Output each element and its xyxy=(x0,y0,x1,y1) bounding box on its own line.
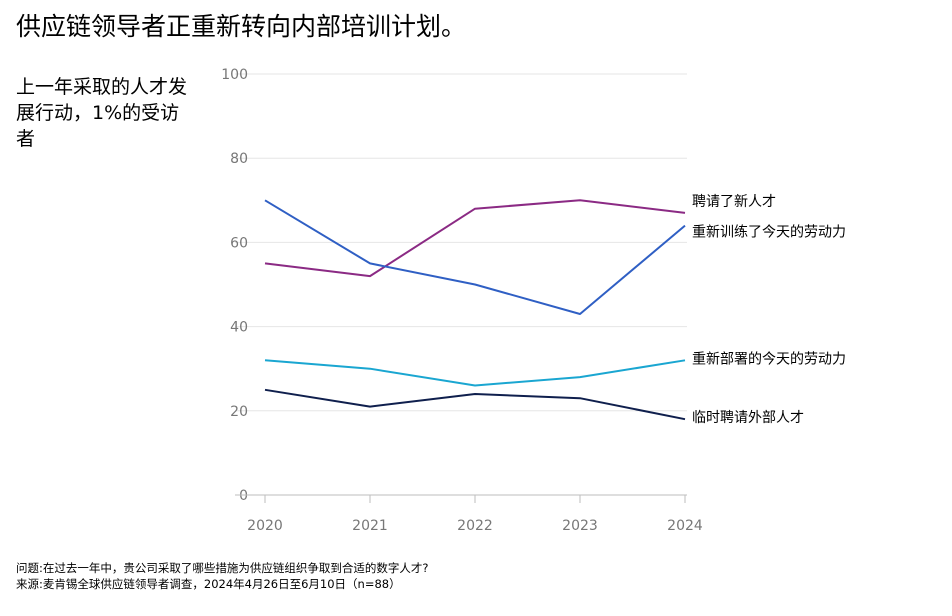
series-line-1 xyxy=(264,199,686,315)
footnote-source: 来源:麦肯锡全球供应链领导者调查，2024年4月26日至6月10日（n=88） xyxy=(16,577,401,591)
series-label-1: 重新训练了今天的劳动力 xyxy=(692,225,846,241)
x-tick-label: 2023 xyxy=(562,518,598,534)
x-tick-label: 2021 xyxy=(352,518,388,534)
series-line-3 xyxy=(264,388,686,421)
y-tick-label: 60 xyxy=(230,235,248,251)
x-tick-label: 2022 xyxy=(457,518,493,534)
series-label-0: 聘请了新人才 xyxy=(692,194,776,210)
series-lines xyxy=(264,199,686,421)
chart-subtitle: 上一年采取的人才发展行动，1%的受访者 xyxy=(16,76,188,150)
axes: 0 20 40 60 80 100 2020 2021 2022 2023 2024 xyxy=(221,67,703,534)
series-line-2 xyxy=(264,359,686,387)
y-tick-label: 80 xyxy=(230,151,248,167)
x-tick-label: 2024 xyxy=(667,518,703,534)
x-tick-label: 2020 xyxy=(247,518,283,534)
series-label-3: 临时聘请外部人才 xyxy=(692,410,804,426)
footnote: 问题:在过去一年中，贵公司采取了哪些措施为供应链组织争取到合适的数字人才? 来源… xyxy=(16,560,428,592)
y-tick-label: 100 xyxy=(221,67,248,83)
series-line-0 xyxy=(264,199,686,278)
grid-lines xyxy=(235,73,687,412)
y-tick-label: 0 xyxy=(239,488,248,504)
y-tick-label: 40 xyxy=(230,320,248,336)
footnote-question: 问题:在过去一年中，贵公司采取了哪些措施为供应链组织争取到合适的数字人才? xyxy=(16,561,429,575)
series-label-2: 重新部署的今天的劳动力 xyxy=(692,351,846,367)
page-title: 供应链领导者正重新转向内部培训计划。 xyxy=(16,12,467,41)
y-tick-label: 20 xyxy=(230,404,248,420)
